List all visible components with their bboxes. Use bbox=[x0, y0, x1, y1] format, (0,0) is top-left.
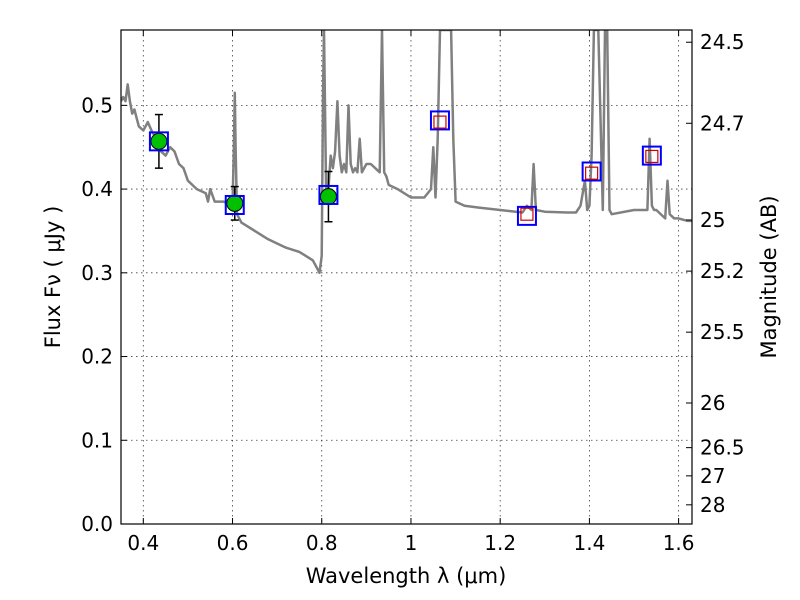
ticks bbox=[121, 30, 692, 525]
predicted-square bbox=[520, 207, 534, 221]
magnitude-tick-label: 24.7 bbox=[700, 111, 745, 135]
x-tick-label: 1.6 bbox=[663, 531, 695, 555]
x-tick-label: 1.2 bbox=[484, 531, 516, 555]
magnitude-tick-label: 25.5 bbox=[700, 320, 745, 344]
model-square bbox=[318, 184, 339, 205]
observed-point bbox=[150, 132, 168, 150]
model-square bbox=[224, 194, 245, 215]
predicted-square bbox=[645, 149, 659, 164]
magnitude-tick-label: 24.5 bbox=[700, 30, 745, 54]
grid bbox=[121, 30, 692, 524]
x-tick-label: 0.8 bbox=[306, 531, 338, 555]
model-square bbox=[516, 205, 537, 226]
magnitude-tick-label: 25.2 bbox=[700, 259, 745, 283]
model-square bbox=[148, 131, 169, 152]
y-tick-label: 0.1 bbox=[81, 428, 113, 452]
y-tick-label: 0.0 bbox=[81, 512, 113, 536]
model-square bbox=[641, 145, 662, 166]
model-square bbox=[581, 161, 602, 182]
x-tick-label: 0.6 bbox=[217, 531, 249, 555]
predicted-square bbox=[433, 115, 447, 129]
y-tick-label: 0.3 bbox=[81, 261, 113, 285]
magnitude-tick-label: 28 bbox=[700, 493, 725, 517]
predicted-square bbox=[585, 166, 599, 180]
y-tick-label: 0.5 bbox=[81, 93, 113, 117]
x-axis-title: Wavelength λ (μm) bbox=[306, 564, 507, 588]
points-layer bbox=[148, 110, 662, 226]
y2-axis-title: Magnitude (AB) bbox=[757, 195, 781, 358]
x-tick-label: 1.4 bbox=[573, 531, 605, 555]
observed-point bbox=[226, 194, 244, 212]
magnitude-tick-label: 27 bbox=[700, 464, 725, 488]
magnitude-tick-label: 26.5 bbox=[700, 436, 745, 460]
model-square bbox=[429, 110, 450, 131]
y-axis-title: Flux Fν ( μJy ) bbox=[41, 206, 65, 349]
x-tick-label: 1 bbox=[405, 531, 418, 555]
observed-point bbox=[319, 188, 337, 206]
plot-frame bbox=[120, 29, 693, 525]
y-tick-label: 0.2 bbox=[81, 345, 113, 369]
magnitude-tick-label: 26 bbox=[700, 391, 725, 415]
plot-background bbox=[121, 30, 692, 524]
y-tick-label: 0.4 bbox=[81, 177, 113, 201]
x-tick-label: 0.4 bbox=[127, 531, 159, 555]
spectrum-line bbox=[121, 30, 692, 275]
magnitude-tick-label: 25 bbox=[700, 208, 725, 232]
spectrum-layer bbox=[121, 30, 692, 275]
tick-labels: 0.4 0.6 0.8 1 1.2 1.4 1.6 0.0 0.1 0.2 0.3 0.4 0.5 24.… bbox=[81, 30, 744, 555]
